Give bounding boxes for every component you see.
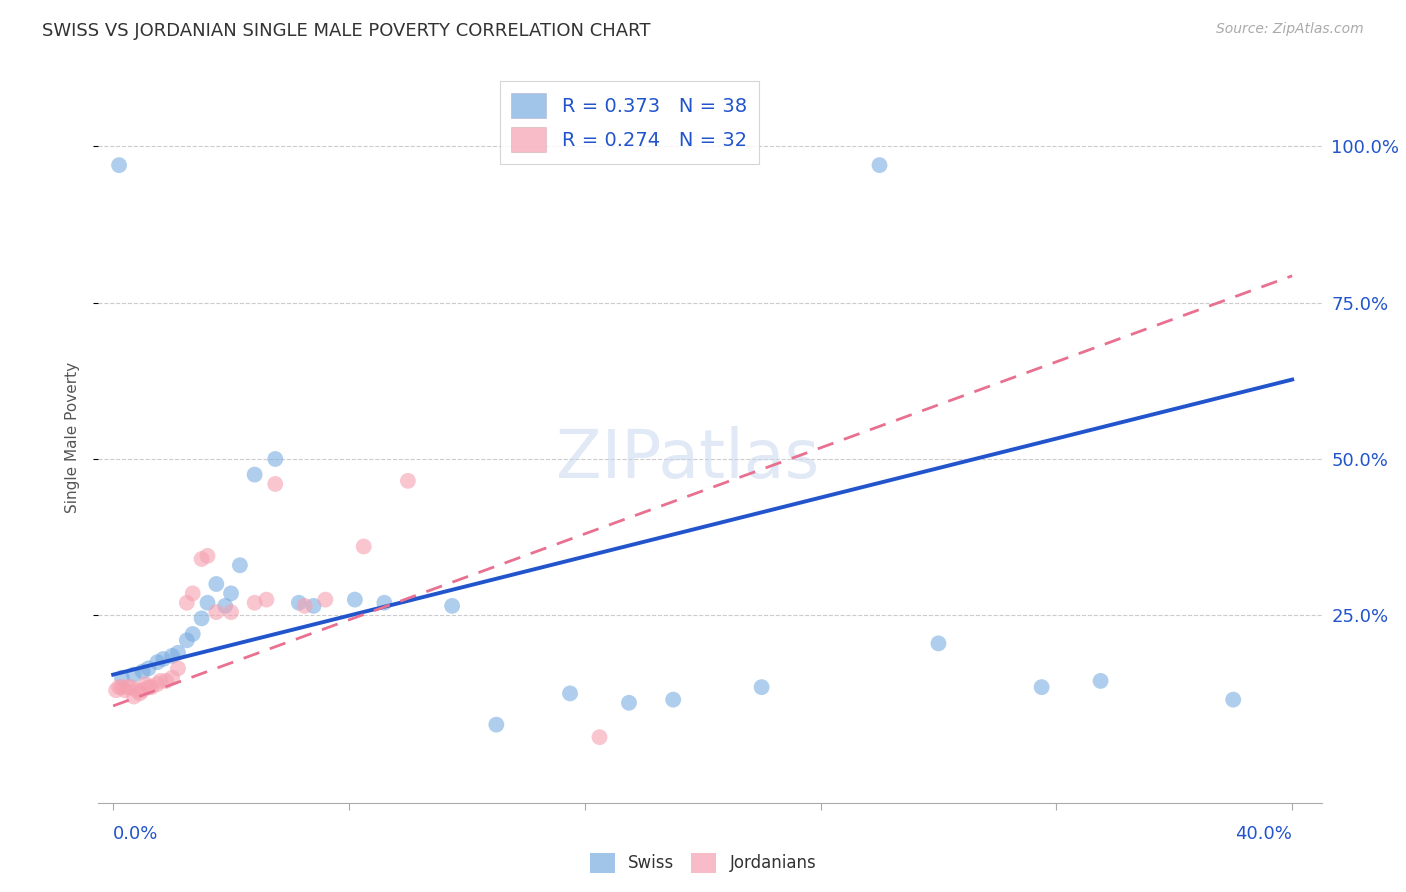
- Point: [558, 686, 581, 700]
- Point: [181, 586, 204, 600]
- Legend: Swiss, Jordanians: Swiss, Jordanians: [583, 847, 823, 880]
- Point: [114, 683, 136, 698]
- Point: [197, 549, 219, 563]
- Point: [117, 680, 139, 694]
- Point: [927, 636, 949, 650]
- Point: [264, 452, 287, 467]
- Point: [869, 158, 891, 172]
- Point: [1222, 692, 1244, 706]
- Point: [190, 552, 212, 566]
- Point: [135, 677, 157, 691]
- Point: [152, 652, 174, 666]
- Point: [294, 599, 316, 613]
- Point: [122, 667, 145, 681]
- Y-axis label: Single Male Poverty: Single Male Poverty: [65, 361, 80, 513]
- Point: [138, 680, 160, 694]
- Point: [131, 665, 153, 679]
- Point: [146, 655, 169, 669]
- Point: [214, 599, 236, 613]
- Point: [229, 558, 252, 573]
- Point: [146, 677, 169, 691]
- Point: [111, 680, 134, 694]
- Point: [588, 730, 610, 744]
- Point: [160, 648, 183, 663]
- Point: [288, 596, 311, 610]
- Point: [122, 690, 145, 704]
- Point: [254, 592, 277, 607]
- Point: [264, 477, 287, 491]
- Point: [485, 717, 508, 731]
- Point: [181, 627, 204, 641]
- Point: [111, 671, 134, 685]
- Point: [141, 680, 163, 694]
- Point: [149, 673, 172, 688]
- Point: [138, 661, 160, 675]
- Point: [343, 592, 366, 607]
- Point: [167, 646, 190, 660]
- Legend: R = 0.373   N = 38, R = 0.274   N = 32: R = 0.373 N = 38, R = 0.274 N = 32: [499, 81, 759, 164]
- Point: [205, 577, 228, 591]
- Text: ZIPatlas: ZIPatlas: [557, 426, 820, 492]
- Point: [373, 596, 395, 610]
- Point: [441, 599, 464, 613]
- Point: [125, 683, 148, 698]
- Point: [120, 680, 142, 694]
- Point: [108, 158, 131, 172]
- Point: [176, 633, 198, 648]
- Point: [128, 686, 150, 700]
- Point: [160, 671, 183, 685]
- Point: [243, 596, 266, 610]
- Point: [219, 586, 242, 600]
- Point: [105, 683, 128, 698]
- Point: [751, 680, 773, 694]
- Point: [167, 661, 190, 675]
- Text: Source: ZipAtlas.com: Source: ZipAtlas.com: [1216, 22, 1364, 37]
- Point: [205, 605, 228, 619]
- Point: [314, 592, 336, 607]
- Point: [219, 605, 242, 619]
- Point: [353, 540, 375, 554]
- Point: [243, 467, 266, 482]
- Point: [1090, 673, 1112, 688]
- Point: [131, 683, 153, 698]
- Point: [155, 673, 177, 688]
- Point: [1031, 680, 1053, 694]
- Text: SWISS VS JORDANIAN SINGLE MALE POVERTY CORRELATION CHART: SWISS VS JORDANIAN SINGLE MALE POVERTY C…: [42, 22, 651, 40]
- Point: [197, 596, 219, 610]
- Point: [396, 474, 419, 488]
- Point: [108, 680, 131, 694]
- Point: [190, 611, 212, 625]
- Text: 0.0%: 0.0%: [112, 825, 159, 843]
- Point: [617, 696, 640, 710]
- Text: 40.0%: 40.0%: [1236, 825, 1292, 843]
- Point: [176, 596, 198, 610]
- Point: [662, 692, 685, 706]
- Point: [302, 599, 325, 613]
